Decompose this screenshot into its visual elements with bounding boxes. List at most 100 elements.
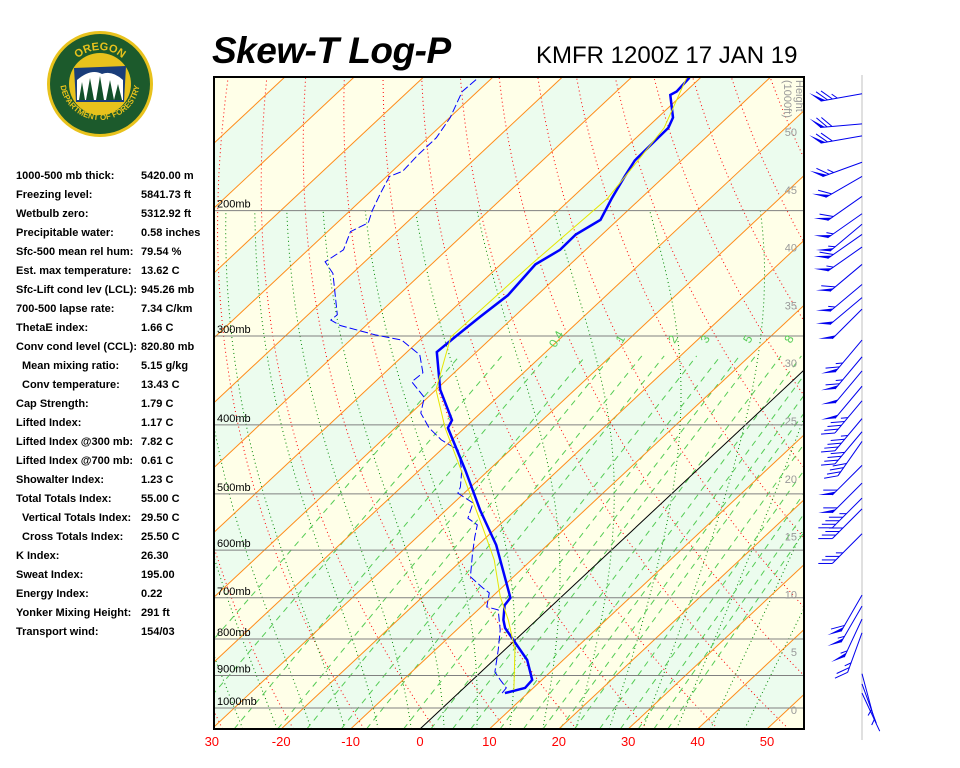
axis-labels: 0.4 1 2 3 5 8200mb300mb400mb500mb600mb700mb80… (205, 80, 805, 749)
barb-feather (816, 167, 830, 175)
barb-staff (837, 441, 863, 477)
stat-value: 5312.92 ft (141, 208, 192, 220)
stat-label: Lifted Index: (16, 417, 82, 429)
barb-feather (821, 463, 836, 466)
isotherm (214, 109, 804, 663)
temperature-band (214, 77, 216, 79)
plot-frame (213, 76, 805, 730)
dry-adiabat (886, 78, 960, 729)
parcel-line (435, 77, 688, 690)
stat-row: Transport wind: 154/03 (16, 625, 200, 644)
barb-feather (826, 471, 841, 475)
dewpoint-line (324, 77, 507, 694)
wind-barb (815, 284, 863, 312)
barb-pennant (821, 368, 839, 374)
stat-row: Lifted Index @300 mb: 7.82 C (16, 435, 200, 454)
stat-label: Energy Index: (16, 588, 89, 600)
wind-barb (813, 246, 863, 272)
dry-adiabat (76, 78, 152, 729)
isotherm (214, 77, 355, 209)
stat-value: 5.15 g/kg (141, 360, 189, 372)
height-tick-label: 20 (785, 474, 797, 486)
barb-feather (819, 213, 834, 218)
barb-feather (819, 251, 834, 256)
barb-feather (820, 132, 833, 142)
stat-value: 820.80 mb (141, 341, 195, 353)
barb-pennant (815, 248, 834, 252)
stat-value: 0.22 (141, 588, 163, 600)
moist-adiabat (364, 210, 478, 729)
stat-row: ThetaE index: 1.66 C (16, 321, 200, 340)
stat-row: Showalter Index: 1.23 C (16, 473, 200, 492)
barb-feather (825, 383, 840, 386)
barb-feather (827, 424, 842, 428)
mixing-ratio-line (523, 355, 802, 729)
stat-label: Sfc-500 mean rel hum: (16, 246, 134, 258)
barb-half-feather (867, 709, 873, 716)
barb-feather (821, 450, 836, 453)
dry-adiabat (214, 710, 224, 729)
dry-adiabat (925, 78, 960, 729)
barb-half-feather (835, 362, 843, 365)
reference-lines (76, 77, 960, 729)
isobar-label: 1000mb (217, 696, 257, 708)
stat-value: 25.50 C (141, 531, 180, 543)
mixing-ratio-line (470, 355, 756, 729)
barb-feather (815, 91, 828, 101)
isotherm (836, 77, 960, 729)
barb-pennant (827, 638, 844, 647)
stat-label: Conv temperature: (22, 379, 120, 391)
wind-barb (818, 482, 863, 514)
stat-row: K Index: 26.30 (16, 549, 200, 568)
stat-row: 700-500 lapse rate: 7.34 C/km (16, 302, 200, 321)
barb-feather (832, 463, 847, 467)
stat-value: 1.17 C (141, 417, 174, 429)
stat-label: Showalter Index: (16, 474, 105, 486)
barb-feather (821, 285, 836, 288)
barb-staff (820, 135, 863, 144)
barb-feather (830, 451, 845, 455)
stat-row: Lifted Index: 1.17 C (16, 416, 200, 435)
barb-feather (821, 432, 836, 435)
stat-label: 700-500 lapse rate: (16, 303, 115, 315)
barb-pennant (818, 335, 836, 339)
barb-staff (827, 246, 863, 272)
stat-label: Vertical Totals Index: (22, 512, 132, 524)
barb-staff (847, 632, 863, 673)
barb-pennant (821, 399, 839, 405)
barb-pennant (827, 627, 844, 636)
barb-staff (827, 213, 863, 239)
oregon-department-of-forestry-logo: OREGON DEPARTMENT OF FORESTRY (47, 31, 153, 137)
wind-barb (831, 618, 863, 662)
wind-barb (821, 385, 863, 420)
barb-feather (830, 420, 845, 424)
isobar-label: 900mb (217, 663, 251, 675)
barb-pennant (821, 414, 839, 420)
stat-value: 5841.73 ft (141, 189, 192, 201)
barb-staff (827, 234, 863, 259)
wind-barb (824, 441, 863, 479)
stat-row: Vertical Totals Index: 29.50 C (16, 511, 200, 530)
wind-barb (821, 339, 863, 374)
mixing-ratio-line (559, 394, 804, 729)
isobar-label: 600mb (217, 538, 251, 550)
barb-feather (818, 189, 832, 195)
isotherm (214, 77, 494, 339)
barb-feather (815, 133, 828, 143)
temperature-tick-label: 30 (205, 734, 219, 749)
barb-staff (834, 370, 863, 404)
wind-barb (818, 308, 863, 340)
barb-feather (824, 428, 839, 431)
barb-staff (861, 683, 877, 724)
height-tick-label: 10 (785, 589, 797, 601)
wind-barb (818, 497, 863, 529)
isobar-label: 700mb (217, 586, 251, 598)
temperature-tick-label: 10 (482, 734, 496, 749)
isotherm (558, 499, 804, 729)
moist-adiabat (676, 416, 804, 729)
wind-barb (821, 418, 863, 453)
station-time-label: KMFR 1200Z 17 JAN 19 (536, 42, 798, 69)
stat-row: Sweat Index: 195.00 (16, 568, 200, 587)
stat-value: 195.00 (141, 569, 175, 581)
barb-half-feather (840, 650, 848, 654)
